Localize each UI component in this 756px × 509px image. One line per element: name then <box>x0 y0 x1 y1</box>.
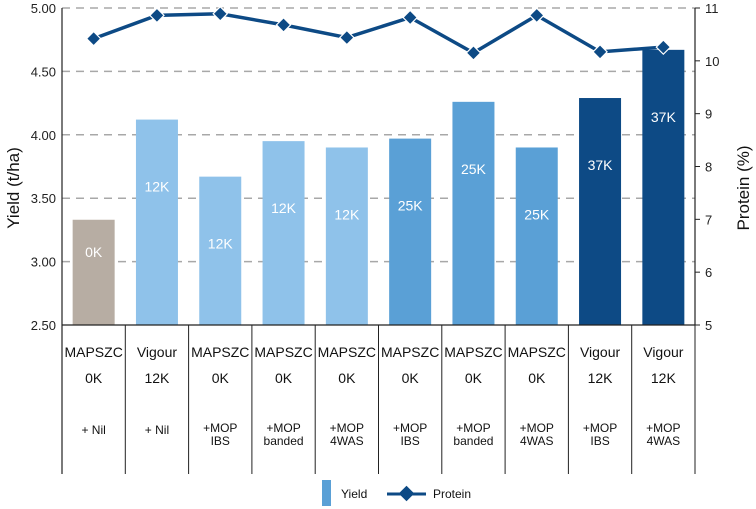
bar <box>199 176 242 325</box>
y2-tick-label: 9 <box>705 107 712 122</box>
axes <box>61 8 696 474</box>
protein-marker <box>528 7 545 24</box>
protein-marker <box>212 5 229 22</box>
category-variety: MAPSZC <box>444 344 502 360</box>
left-axis-ticks: 2.50 3.00 3.50 4.00 4.50 5.00 <box>31 1 56 333</box>
bar-data-label: 0K <box>85 244 103 260</box>
y2-tick-label: 8 <box>705 160 712 175</box>
bar <box>579 98 622 325</box>
y-tick-label: 4.50 <box>31 64 56 79</box>
y-tick-label: 5.00 <box>31 1 56 16</box>
protein-marker <box>655 39 672 56</box>
legend-protein-label: Protein <box>433 487 471 501</box>
category-variety: MAPSZC <box>381 344 439 360</box>
bar <box>325 147 368 325</box>
protein-marker <box>275 16 292 33</box>
bar-data-label: 12K <box>334 206 360 222</box>
y2-tick-label: 7 <box>705 212 712 227</box>
y2-tick-label: 10 <box>705 54 719 69</box>
category-treatment: +MOP <box>583 421 617 435</box>
category-treatment: +MOP <box>393 421 427 435</box>
y2-axis-title: Protein (%) <box>734 145 753 230</box>
category-treatment: IBS <box>400 434 419 448</box>
bar-data-label: 12K <box>144 179 170 195</box>
category-treatment: +MOP <box>203 421 237 435</box>
bar <box>262 141 305 325</box>
protein-marker <box>85 30 102 47</box>
category-rate: 0K <box>528 370 546 386</box>
category-rate: 0K <box>338 370 356 386</box>
bar-data-label: 25K <box>398 198 424 214</box>
category-treatment: +MOP <box>330 421 364 435</box>
y-tick-label: 2.50 <box>31 318 56 333</box>
category-treatment: 4WAS <box>330 434 364 448</box>
protein-marker <box>402 9 419 26</box>
category-treatment: IBS <box>211 434 230 448</box>
legend-yield-swatch <box>322 480 331 506</box>
category-treatment: + Nil <box>145 423 169 437</box>
category-treatment: banded <box>453 434 493 448</box>
legend-protein-marker <box>398 485 415 502</box>
category-rate: 0K <box>85 370 103 386</box>
y-axis-title: Yield (t/ha) <box>4 147 23 229</box>
protein-marker <box>465 44 482 61</box>
y-tick-label: 3.00 <box>31 255 56 270</box>
category-variety: MAPSZC <box>318 344 376 360</box>
category-treatment: +MOP <box>266 421 300 435</box>
category-variety: Vigour <box>137 344 178 360</box>
bar-data-label: 12K <box>208 236 234 252</box>
category-treatment: +MOP <box>646 421 680 435</box>
category-treatment: 4WAS <box>647 434 681 448</box>
category-rate: 0K <box>275 370 293 386</box>
category-rate: 12K <box>651 370 677 386</box>
category-variety: MAPSZC <box>191 344 249 360</box>
category-variety: Vigour <box>580 344 621 360</box>
y2-tick-label: 5 <box>705 318 712 333</box>
bar-data-label: 37K <box>651 109 677 125</box>
bar <box>72 219 115 325</box>
y-tick-label: 3.50 <box>31 191 56 206</box>
bar-data-label: 37K <box>588 157 614 173</box>
bar <box>642 49 685 326</box>
category-variety: Vigour <box>643 344 684 360</box>
bar <box>515 147 558 325</box>
y2-tick-label: 11 <box>705 1 719 16</box>
bars: 0K 12K 12K 12K 12K 25K 25K 25K 37K 37K <box>72 49 685 326</box>
legend-yield-label: Yield <box>341 487 367 501</box>
protein-marker <box>338 29 355 46</box>
category-rate: 12K <box>144 370 170 386</box>
category-treatment: IBS <box>590 434 609 448</box>
protein-marker <box>149 7 165 24</box>
category-treatment: + Nil <box>81 423 105 437</box>
protein-line-series <box>85 5 672 61</box>
category-rate: 0K <box>212 370 230 386</box>
category-treatment: +MOP <box>520 421 554 435</box>
category-rate: 0K <box>402 370 420 386</box>
protein-marker <box>592 43 608 60</box>
y2-tick-label: 6 <box>705 265 712 280</box>
y-tick-label: 4.00 <box>31 128 56 143</box>
category-variety: MAPSZC <box>508 344 566 360</box>
bar <box>452 101 495 325</box>
category-treatment: 4WAS <box>520 434 554 448</box>
category-rate: 12K <box>588 370 614 386</box>
category-variety: MAPSZC <box>254 344 312 360</box>
bar <box>135 119 178 325</box>
bar <box>389 138 432 325</box>
category-treatment: +MOP <box>456 421 490 435</box>
category-rate: 0K <box>465 370 483 386</box>
bar-data-label: 25K <box>461 161 487 177</box>
legend: Yield Protein <box>322 480 471 506</box>
bar-data-label: 12K <box>271 200 297 216</box>
bar-data-label: 25K <box>524 206 550 222</box>
category-variety: MAPSZC <box>64 344 122 360</box>
right-axis-ticks: 5 6 7 8 9 10 11 <box>695 1 719 333</box>
protein-line <box>93 12 664 55</box>
category-treatment: banded <box>264 434 304 448</box>
